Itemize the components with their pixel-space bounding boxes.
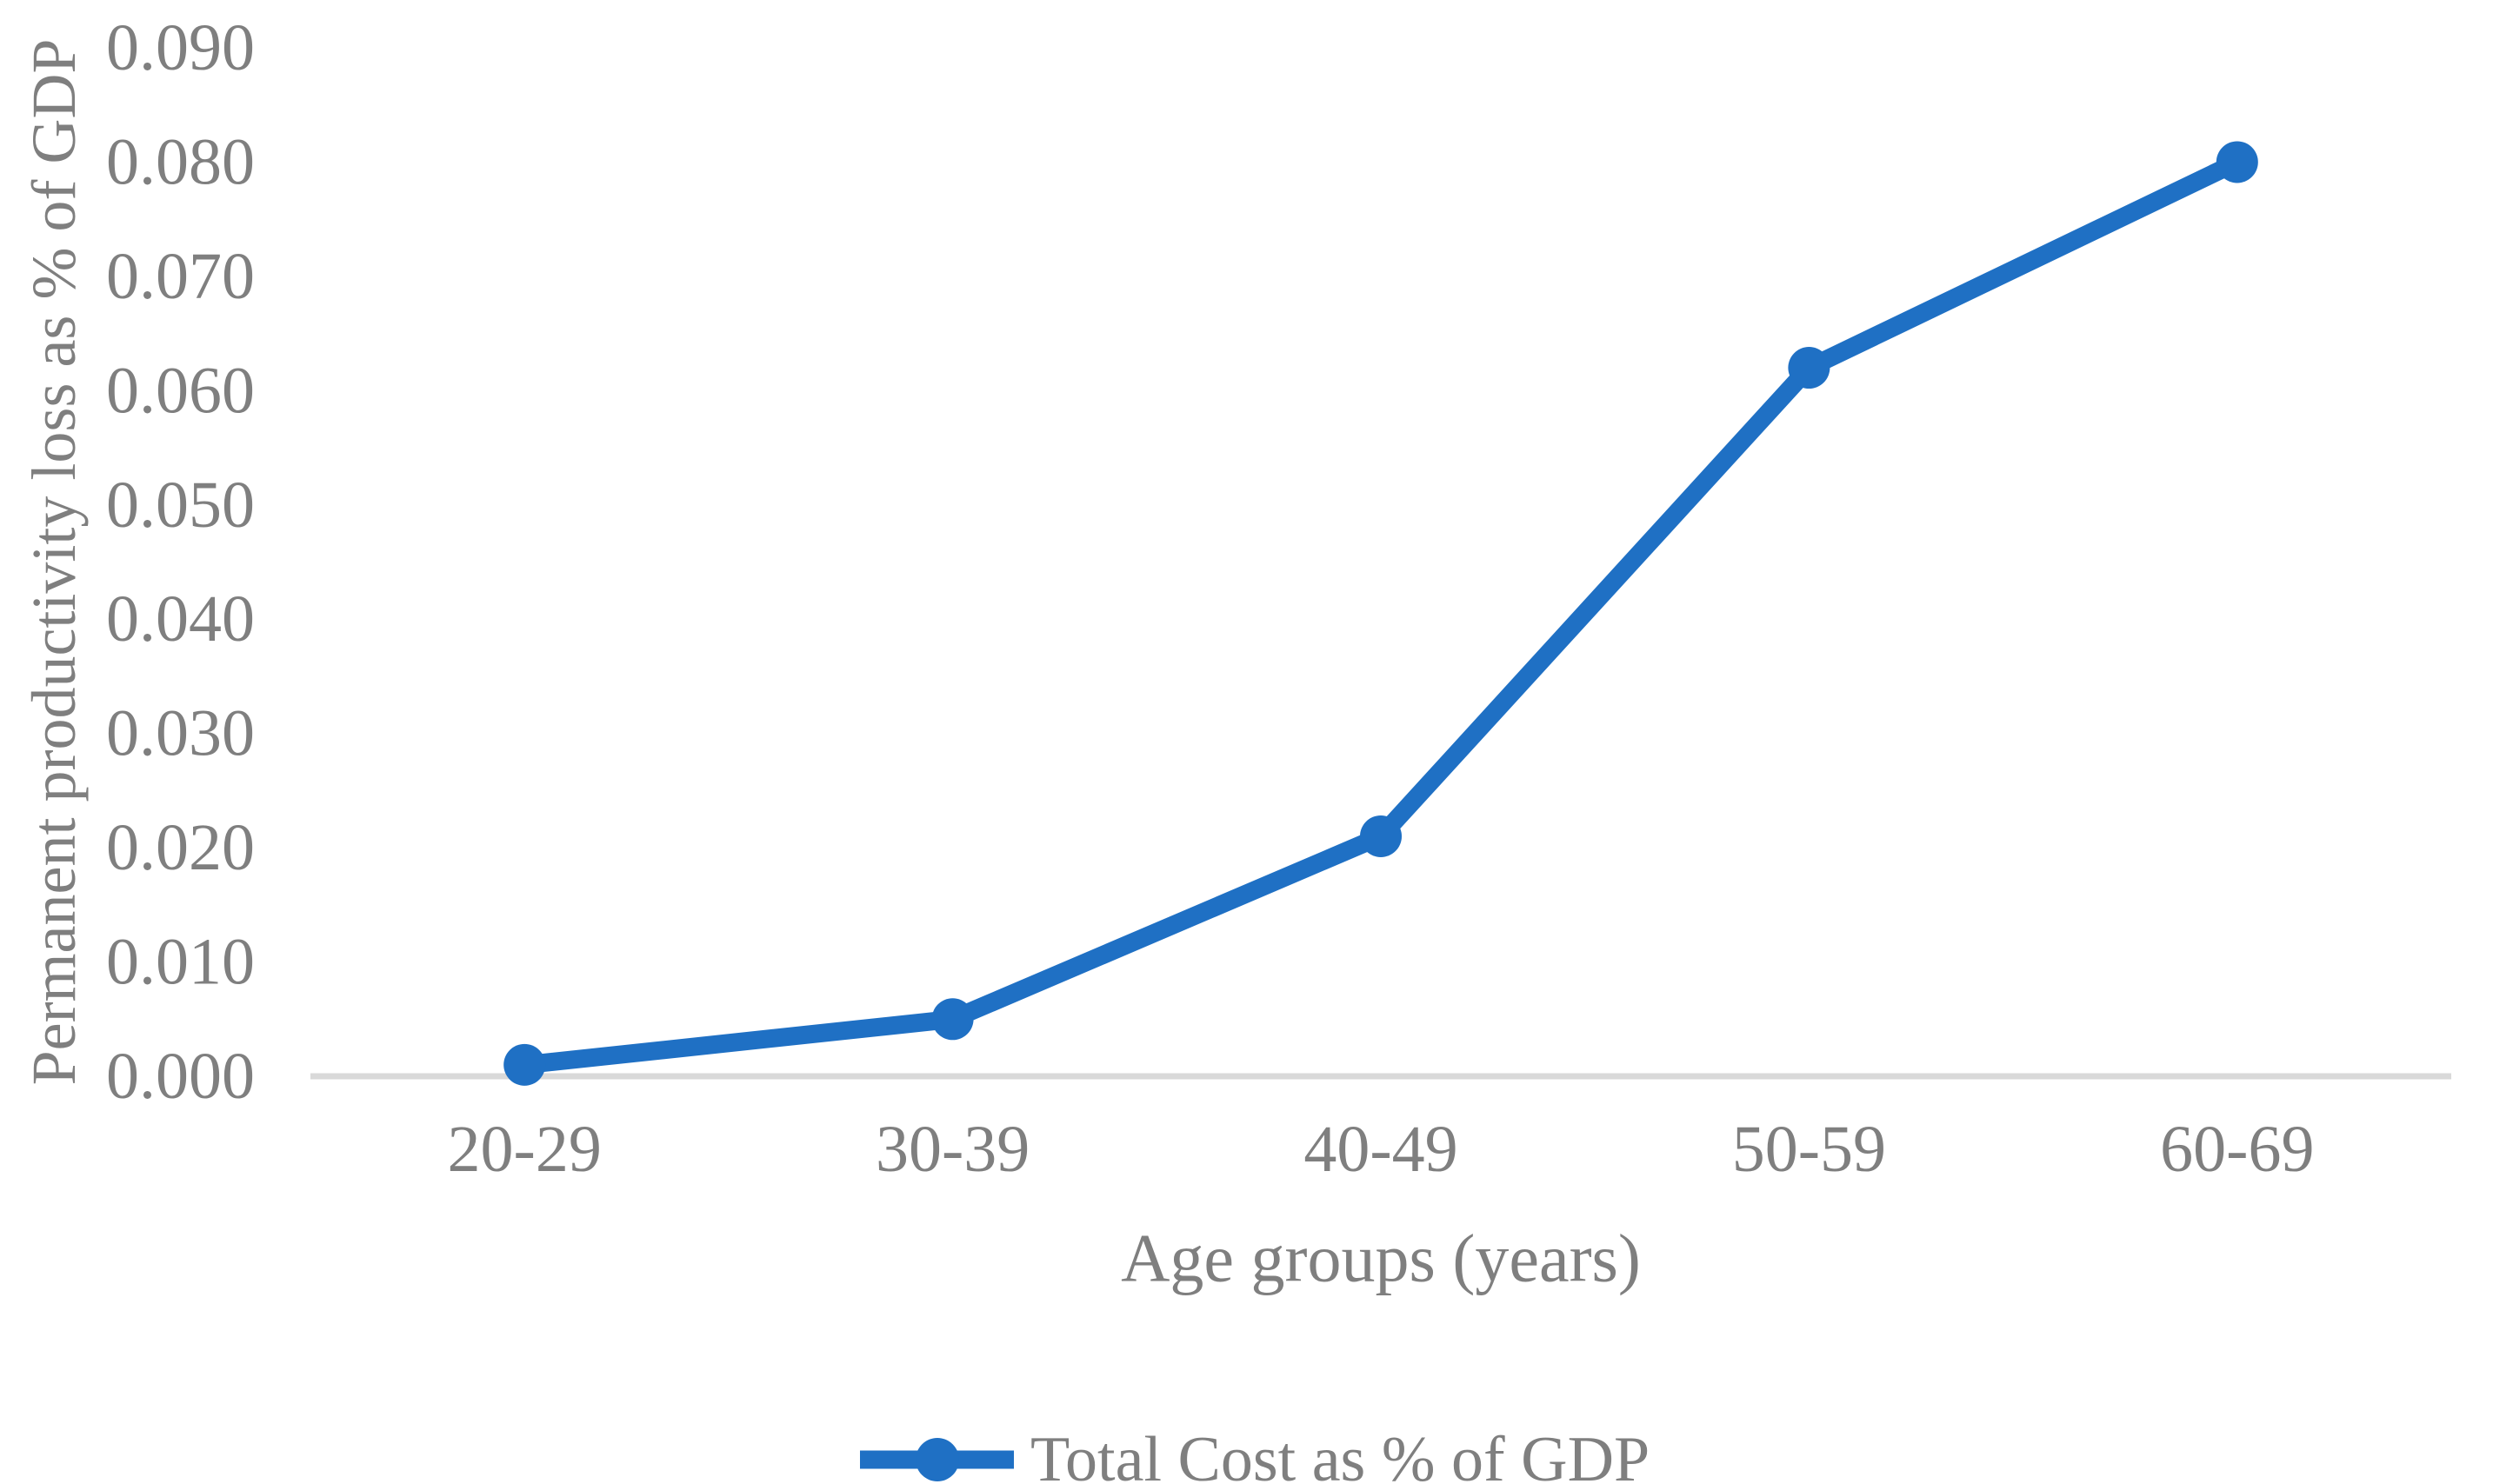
y-tick-label: 0.080 xyxy=(106,125,255,198)
data-point-marker xyxy=(931,998,974,1041)
data-series-group xyxy=(503,141,2258,1086)
data-point-marker xyxy=(2216,141,2258,183)
y-tick-label: 0.050 xyxy=(106,469,255,542)
y-tick-label: 0.060 xyxy=(106,354,255,427)
y-axis-tick-labels: 0.000 0.010 0.020 0.030 0.040 0.050 0.060 0.070… xyxy=(106,11,255,1113)
y-tick-label: 0.000 xyxy=(106,1040,255,1113)
y-tick-label: 0.020 xyxy=(106,811,255,884)
y-tick-label: 0.010 xyxy=(106,926,255,999)
data-point-marker xyxy=(503,1043,546,1086)
y-tick-label: 0.070 xyxy=(106,240,255,313)
data-point-marker xyxy=(1788,347,1830,389)
legend-marker-swatch xyxy=(916,1438,959,1481)
data-point-marker xyxy=(1360,815,1402,857)
x-category-label: 30-39 xyxy=(876,1113,1030,1186)
y-tick-label: 0.030 xyxy=(106,697,255,770)
x-axis-title: Age groups (years) xyxy=(1121,1221,1641,1296)
x-category-label: 20-29 xyxy=(448,1113,602,1186)
x-axis-category-labels: 20-29 30-39 40-49 50-59 60-69 xyxy=(448,1113,2315,1186)
x-category-label: 40-49 xyxy=(1303,1113,1457,1186)
y-axis-title: Permanent productivity loss as % of GDP xyxy=(19,39,89,1086)
y-tick-label: 0.040 xyxy=(106,582,255,655)
legend-series-label: Total Cost as % of GDP xyxy=(1030,1424,1650,1484)
y-tick-label: 0.090 xyxy=(106,11,255,84)
data-series-line xyxy=(515,152,2247,1075)
x-category-label: 50-59 xyxy=(1732,1113,1886,1186)
x-category-label: 60-69 xyxy=(2160,1113,2314,1186)
legend: Total Cost as % of GDP xyxy=(860,1424,1650,1484)
